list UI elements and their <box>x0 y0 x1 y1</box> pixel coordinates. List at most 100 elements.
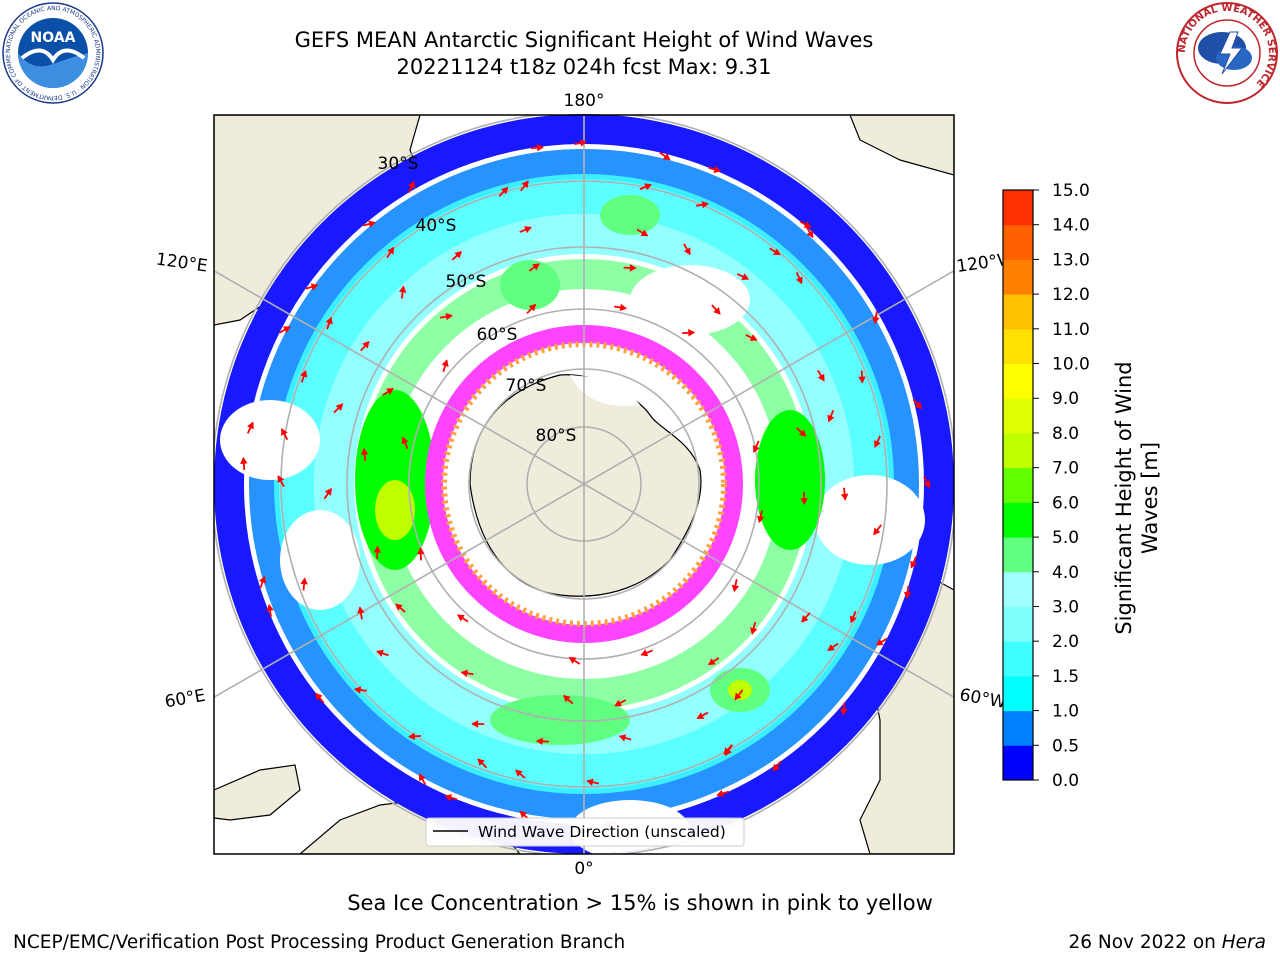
colorbar-swatch <box>1003 259 1033 295</box>
wind-arrow-head <box>795 276 803 285</box>
colorbar-swatch <box>1003 398 1033 434</box>
wind-arrow-head <box>335 403 344 411</box>
wind-arrow-head <box>858 376 866 384</box>
wind-arrow-head <box>640 229 649 237</box>
wind-arrow-head <box>772 248 781 256</box>
wind-arrow-head <box>386 388 394 395</box>
lat-label-50s: 50°S <box>446 272 487 292</box>
colorbar-tick-label: 4.0 <box>1052 563 1079 583</box>
colorbar-tick-label: 0.0 <box>1052 771 1079 791</box>
legend-label: Wind Wave Direction (unscaled) <box>478 823 726 841</box>
wind-arrow-head <box>817 373 825 382</box>
nws-logo: NATIONAL WEATHER SERVICE <box>1176 2 1278 104</box>
wind-arrow-head <box>401 436 409 445</box>
colorbar-swatch <box>1003 641 1033 677</box>
ross-ice-shelf <box>570 375 640 406</box>
wind-arrow-head <box>277 475 285 483</box>
lon-label-60e: 60°E <box>163 686 207 713</box>
colorbar-tick-label: 6.0 <box>1052 493 1079 513</box>
colorbar-swatch <box>1003 363 1033 399</box>
colorbar-tick-label: 2.0 <box>1052 632 1079 652</box>
colorbar-swatch <box>1003 224 1033 260</box>
wind-arrow-head <box>477 758 485 766</box>
wind-arrow-head <box>849 615 857 624</box>
wind-arrow-head <box>757 515 765 524</box>
wind-arrow-head <box>801 615 809 623</box>
wind-arrow-head <box>528 303 537 312</box>
wind-arrow-head <box>457 614 465 622</box>
colorbar-tick-label: 13.0 <box>1052 250 1090 270</box>
pacific-island-land <box>849 115 954 176</box>
lat-label-70s: 70°S <box>506 376 547 396</box>
wind-arrow-head <box>568 657 577 664</box>
wind-arrow-head <box>644 183 652 191</box>
chart-title-line1: GEFS MEAN Antarctic Significant Height o… <box>294 28 874 52</box>
wind-arrow-head <box>629 264 637 272</box>
wind-arrow-head <box>362 341 370 349</box>
wind-arrow-head <box>840 708 848 716</box>
lon-label-60w: 60°W <box>958 685 1008 713</box>
wind-arrow-head <box>798 429 807 437</box>
wind-arrow-head <box>524 226 532 234</box>
wind-arrow-head <box>827 414 835 423</box>
colorbar-tick-label: 9.0 <box>1052 389 1079 409</box>
wind-arrow-head <box>586 778 594 786</box>
colorbar-tick-label: 1.5 <box>1052 667 1079 687</box>
colorbar-swatch <box>1003 675 1033 712</box>
colorbar-swatch <box>1003 190 1033 226</box>
wind-arrow-head <box>750 627 758 635</box>
wind-arrow-head <box>713 165 722 174</box>
wind-arrow-head <box>683 247 691 256</box>
lon-label-180: 180° <box>564 91 605 111</box>
wind-arrow-head <box>873 527 881 536</box>
wind-arrows <box>240 139 931 828</box>
wind-arrow-head <box>875 638 884 646</box>
wind-arrow-head <box>618 734 627 742</box>
lat-label-80s: 80°S <box>536 426 577 446</box>
wind-arrow-head <box>725 748 732 756</box>
wind-arrow-head <box>521 180 529 189</box>
lat-label-30s: 30°S <box>378 154 419 174</box>
wind-arrow-head <box>872 316 880 325</box>
colorbar-tick-label: 0.5 <box>1052 736 1079 756</box>
wind-arrow-head <box>247 421 254 430</box>
noaa-logo: NATIONAL OCEANIC AND ATMOSPHERIC ADMINIS… <box>0 0 104 104</box>
wind-arrow-head <box>749 334 758 341</box>
wind-arrow-head <box>444 794 452 802</box>
wind-arrow-head <box>579 139 588 147</box>
colorbar-swatch <box>1003 467 1033 503</box>
madagascar-land <box>214 764 301 821</box>
colorbar-swatch <box>1003 328 1033 365</box>
sea-ice-note: Sea Ice Concentration > 15% is shown in … <box>347 891 933 915</box>
wind-arrow-head <box>324 487 332 496</box>
colorbar-swatch <box>1003 537 1033 573</box>
wind-arrow-head <box>408 732 416 741</box>
chart-title-line2: 20221124 t18z 024h fcst Max: 9.31 <box>396 55 772 79</box>
colorbar-swatch <box>1003 294 1033 330</box>
wind-arrow-head <box>395 603 403 611</box>
wind-arrow-head <box>840 493 849 501</box>
wind-arrow-head <box>713 307 721 315</box>
wind-arrow-head <box>532 263 540 271</box>
wind-arrow-head <box>827 644 835 651</box>
wind-arrow-head <box>373 545 382 553</box>
wind-arrow-head <box>441 359 449 367</box>
colorbar-swatch <box>1003 710 1033 746</box>
graticule <box>214 115 954 854</box>
wind-arrow-head <box>376 649 384 657</box>
wind-arrow-head <box>914 401 923 410</box>
colorbar-tick-label: 10.0 <box>1052 355 1090 375</box>
wind-arrow-head <box>772 763 780 772</box>
wind-arrow-head <box>701 201 709 209</box>
wind-arrow-head <box>803 221 812 228</box>
wind-arrow-head <box>903 591 912 599</box>
colorbar-swatch <box>1003 745 1033 781</box>
wind-arrow-head <box>752 445 760 453</box>
host-name: Hera <box>1221 932 1266 953</box>
colorbar-frame <box>1002 189 1034 781</box>
wind-arrow-head <box>731 584 740 593</box>
wind-arrow-head <box>282 326 291 333</box>
wind-arrow-head <box>707 658 716 666</box>
wind-arrow-head <box>500 186 509 195</box>
